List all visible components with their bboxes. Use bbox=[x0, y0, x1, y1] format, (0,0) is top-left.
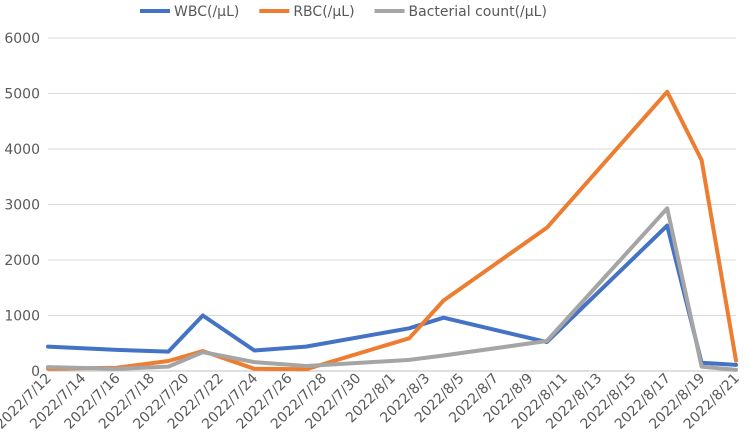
y-axis-tick-labels: 0 1000 2000 3000 4000 5000 6000 bbox=[4, 31, 40, 380]
y-tick-label: 3000 bbox=[4, 198, 40, 214]
y-tick-label: 2000 bbox=[4, 253, 40, 269]
y-tick-label: 0 bbox=[31, 364, 40, 380]
legend-label: RBC(/μL) bbox=[293, 4, 354, 20]
x-axis-tick-labels: 2022/7/122022/7/142022/7/162022/7/182022… bbox=[0, 370, 743, 432]
series-lines bbox=[46, 89, 738, 372]
legend-label: Bacterial count(/μL) bbox=[409, 4, 547, 20]
y-tick-label: 6000 bbox=[4, 31, 40, 47]
y-tick-label: 1000 bbox=[4, 309, 40, 325]
series-line-1 bbox=[46, 89, 738, 372]
legend-label: WBC(/μL) bbox=[174, 4, 239, 20]
series-line-2 bbox=[46, 206, 738, 372]
y-tick-label: 5000 bbox=[4, 87, 40, 103]
legend: WBC(/μL) RBC(/μL) Bacterial count(/μL) bbox=[140, 4, 547, 20]
gridlines bbox=[48, 37, 736, 372]
series-line-0 bbox=[46, 223, 738, 367]
y-tick-label: 4000 bbox=[4, 142, 40, 158]
